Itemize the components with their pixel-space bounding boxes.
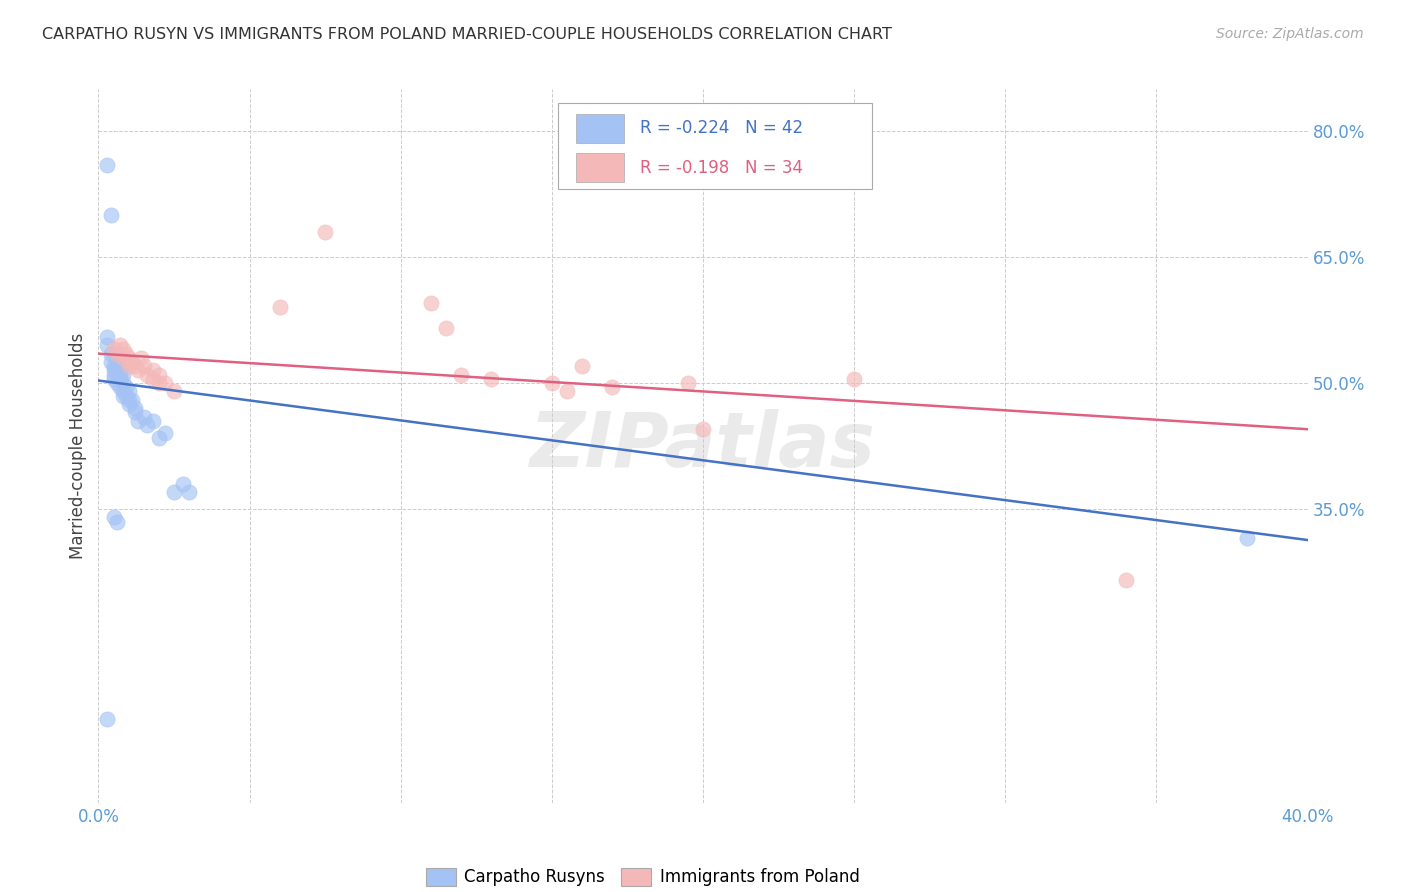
Point (111, 351, 134, 365)
Point (1236, 532, 1258, 546)
Point (555, 384, 578, 399)
Point (121, 392, 143, 407)
Text: Source: ZipAtlas.com: Source: ZipAtlas.com (1216, 27, 1364, 41)
Point (108, 368, 131, 382)
Point (103, 510, 125, 524)
Point (127, 363, 149, 377)
Text: ZIPatlas: ZIPatlas (530, 409, 876, 483)
Point (103, 359, 125, 374)
Point (135, 417, 157, 432)
Point (163, 384, 186, 399)
Point (450, 368, 472, 382)
Point (1115, 574, 1137, 588)
Point (103, 363, 125, 377)
Point (118, 384, 141, 399)
Point (571, 359, 593, 374)
Point (100, 355, 122, 369)
Point (105, 515, 128, 529)
Point (96, 712, 118, 726)
Point (118, 392, 141, 407)
Point (118, 397, 141, 411)
Point (111, 343, 134, 357)
Y-axis label: Married-couple Households: Married-couple Households (69, 333, 87, 559)
Point (111, 389, 134, 403)
Point (118, 359, 141, 374)
Point (142, 414, 165, 428)
Point (124, 401, 146, 416)
FancyBboxPatch shape (576, 114, 624, 143)
Point (108, 380, 131, 394)
Legend: Carpatho Rusyns, Immigrants from Poland: Carpatho Rusyns, Immigrants from Poland (419, 861, 866, 892)
Point (114, 346, 136, 360)
Text: CARPATHO RUSYN VS IMMIGRANTS FROM POLAND MARRIED-COUPLE HOUSEHOLDS CORRELATION C: CARPATHO RUSYN VS IMMIGRANTS FROM POLAND… (42, 27, 891, 42)
Point (692, 422, 714, 436)
Point (163, 485, 186, 500)
Point (129, 351, 152, 365)
Point (111, 384, 134, 399)
Point (132, 359, 155, 374)
Point (540, 376, 562, 390)
FancyBboxPatch shape (576, 153, 624, 182)
Point (108, 338, 131, 352)
Text: R = -0.198   N = 34: R = -0.198 N = 34 (640, 159, 803, 177)
Point (148, 431, 170, 445)
Point (111, 368, 134, 382)
Point (481, 372, 503, 386)
Point (142, 363, 165, 377)
Point (121, 355, 143, 369)
Point (132, 409, 155, 424)
Point (105, 376, 128, 390)
Point (142, 372, 165, 386)
Point (105, 351, 128, 365)
Point (111, 376, 134, 390)
Point (172, 476, 194, 491)
Point (135, 368, 157, 382)
Point (108, 372, 131, 386)
Point (269, 301, 291, 315)
Point (114, 380, 136, 394)
Point (148, 368, 170, 382)
Point (314, 225, 336, 239)
Point (96, 338, 118, 352)
Point (114, 389, 136, 403)
Point (153, 426, 176, 441)
Point (434, 321, 457, 335)
Point (96, 158, 118, 172)
Point (108, 363, 131, 377)
Point (124, 359, 146, 374)
Text: R = -0.224   N = 42: R = -0.224 N = 42 (640, 120, 803, 137)
Point (124, 405, 146, 419)
Point (103, 368, 125, 382)
Point (602, 380, 624, 394)
Point (153, 376, 176, 390)
Point (676, 376, 699, 390)
Point (148, 376, 170, 390)
Point (419, 296, 441, 310)
Point (118, 351, 141, 365)
Point (105, 359, 128, 374)
Point (100, 346, 122, 360)
Point (105, 346, 128, 360)
Point (177, 485, 201, 500)
Point (127, 414, 149, 428)
Point (103, 343, 125, 357)
FancyBboxPatch shape (558, 103, 872, 189)
Point (100, 208, 122, 222)
Point (844, 372, 866, 386)
Point (103, 372, 125, 386)
Point (96, 330, 118, 344)
